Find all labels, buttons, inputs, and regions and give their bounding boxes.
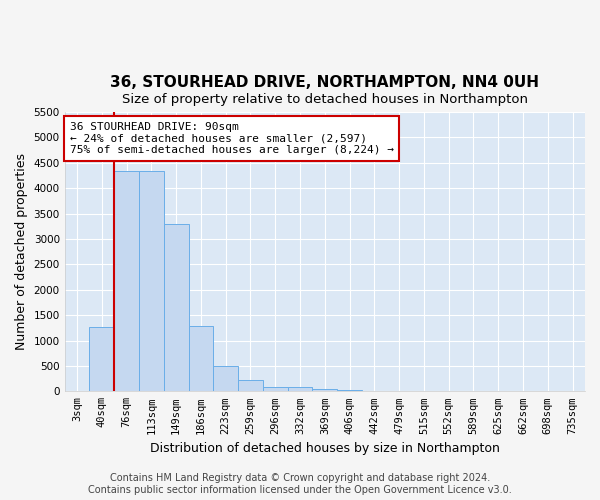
Bar (238, 380, 263, 392)
Bar (114, 172, 139, 392)
Bar (337, 390, 362, 392)
Bar (287, 387, 313, 392)
Text: Size of property relative to detached houses in Northampton: Size of property relative to detached ho… (122, 94, 528, 106)
Bar (164, 224, 188, 392)
Bar (313, 388, 337, 392)
X-axis label: Distribution of detached houses by size in Northampton: Distribution of detached houses by size … (150, 442, 500, 455)
Bar (139, 172, 164, 392)
Text: 36 STOURHEAD DRIVE: 90sqm
← 24% of detached houses are smaller (2,597)
75% of se: 36 STOURHEAD DRIVE: 90sqm ← 24% of detac… (70, 122, 394, 155)
Bar (214, 366, 238, 392)
Title: 36, STOURHEAD DRIVE, NORTHAMPTON, NN4 0UH: 36, STOURHEAD DRIVE, NORTHAMPTON, NN4 0U… (110, 75, 539, 90)
Y-axis label: Number of detached properties: Number of detached properties (15, 153, 28, 350)
Bar (263, 386, 287, 392)
Bar (89, 328, 114, 392)
Text: Contains HM Land Registry data © Crown copyright and database right 2024.
Contai: Contains HM Land Registry data © Crown c… (88, 474, 512, 495)
Bar (188, 326, 214, 392)
